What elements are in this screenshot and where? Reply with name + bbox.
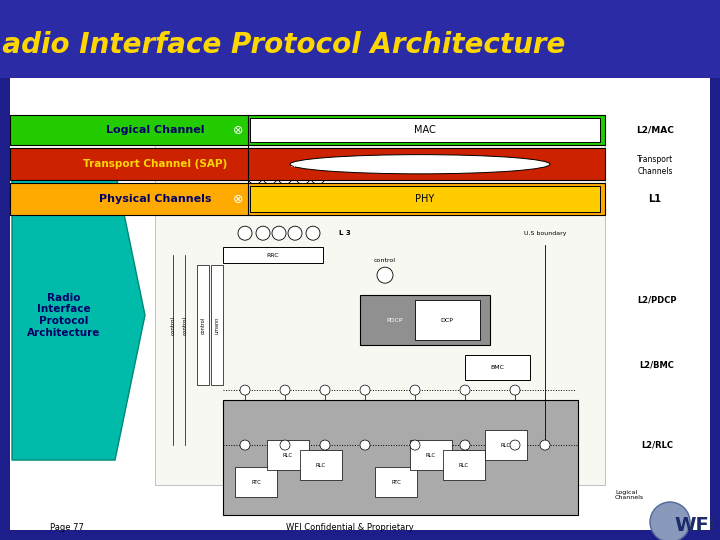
Text: control: control bbox=[374, 258, 396, 262]
Text: Physical Channels: Physical Channels bbox=[99, 194, 211, 204]
Bar bbox=[300, 450, 342, 480]
Bar bbox=[223, 400, 578, 515]
Circle shape bbox=[306, 226, 320, 240]
Text: RTC: RTC bbox=[251, 480, 261, 484]
Bar bbox=[360, 295, 490, 345]
Circle shape bbox=[280, 440, 290, 450]
Text: umann: umann bbox=[215, 316, 220, 334]
Circle shape bbox=[263, 170, 277, 184]
Bar bbox=[197, 265, 209, 385]
Bar bbox=[250, 118, 600, 142]
Circle shape bbox=[280, 385, 290, 395]
Circle shape bbox=[320, 385, 330, 395]
Circle shape bbox=[272, 226, 286, 240]
Circle shape bbox=[540, 440, 550, 450]
Circle shape bbox=[320, 440, 330, 450]
Text: BMC: BMC bbox=[490, 364, 504, 369]
Text: U plane information: U plane information bbox=[414, 159, 476, 164]
Text: Duplication avoidance: Duplication avoidance bbox=[315, 202, 385, 208]
Text: RLC: RLC bbox=[316, 463, 326, 468]
Text: L2/PDCP: L2/PDCP bbox=[637, 296, 677, 305]
Text: Transport Channel (SAP): Transport Channel (SAP) bbox=[83, 159, 227, 169]
Text: control: control bbox=[171, 316, 176, 335]
Text: RLC: RLC bbox=[426, 453, 436, 457]
Text: DCP: DCP bbox=[441, 318, 454, 322]
Text: Page 77: Page 77 bbox=[50, 523, 84, 532]
Circle shape bbox=[256, 226, 270, 240]
Text: control: control bbox=[182, 316, 187, 335]
Text: RTC: RTC bbox=[391, 480, 401, 484]
Circle shape bbox=[296, 170, 310, 184]
Text: ⊗: ⊗ bbox=[233, 193, 243, 206]
Text: L1: L1 bbox=[649, 194, 662, 204]
Text: WFI Confidential & Proprietary: WFI Confidential & Proprietary bbox=[286, 523, 414, 532]
Bar bbox=[10, 115, 605, 145]
Bar bbox=[10, 183, 605, 215]
Text: L2/RLC: L2/RLC bbox=[641, 441, 673, 450]
Text: WFI: WFI bbox=[674, 516, 716, 535]
Circle shape bbox=[360, 385, 370, 395]
Text: L 3: L 3 bbox=[339, 230, 351, 236]
Text: Transport: Transport bbox=[637, 155, 673, 164]
Text: PDCP: PDCP bbox=[387, 318, 403, 322]
Circle shape bbox=[410, 440, 420, 450]
Text: RLC: RLC bbox=[283, 453, 293, 457]
Text: Radio Interface Protocol Architecture: Radio Interface Protocol Architecture bbox=[0, 31, 566, 59]
Text: Logical
Channels: Logical Channels bbox=[615, 490, 644, 501]
Bar bbox=[250, 186, 600, 212]
Circle shape bbox=[360, 440, 370, 450]
Bar bbox=[267, 440, 309, 470]
Bar bbox=[223, 247, 323, 263]
Text: RRC: RRC bbox=[266, 253, 279, 258]
Circle shape bbox=[510, 440, 520, 450]
Bar bbox=[410, 440, 452, 470]
Text: ...: ... bbox=[289, 159, 300, 169]
Bar bbox=[415, 300, 480, 340]
Text: L2/BMC: L2/BMC bbox=[639, 361, 675, 369]
Text: U.S boundary: U.S boundary bbox=[523, 231, 566, 235]
Bar bbox=[215, 197, 485, 213]
Bar bbox=[465, 355, 530, 380]
Circle shape bbox=[278, 170, 292, 184]
Circle shape bbox=[377, 267, 393, 283]
Text: C-plane signalling: C-plane signalling bbox=[247, 159, 303, 164]
Circle shape bbox=[248, 170, 262, 184]
Bar bbox=[10, 148, 605, 180]
Text: RLC: RLC bbox=[501, 443, 511, 448]
Circle shape bbox=[460, 440, 470, 450]
Text: PHY: PHY bbox=[415, 194, 435, 204]
Bar bbox=[375, 467, 417, 497]
Text: Radio
Interface
Protocol
Architecture: Radio Interface Protocol Architecture bbox=[27, 293, 100, 338]
Text: control: control bbox=[200, 316, 205, 334]
Circle shape bbox=[288, 226, 302, 240]
Polygon shape bbox=[12, 170, 145, 460]
Circle shape bbox=[410, 385, 420, 395]
Circle shape bbox=[238, 226, 252, 240]
Bar bbox=[485, 430, 527, 460]
Text: Logical Channel: Logical Channel bbox=[106, 125, 204, 135]
Bar bbox=[155, 145, 605, 485]
Text: Channels: Channels bbox=[637, 167, 672, 176]
Bar bbox=[235, 467, 277, 497]
Text: RLC: RLC bbox=[459, 463, 469, 468]
Text: MAC: MAC bbox=[414, 125, 436, 135]
Circle shape bbox=[311, 170, 325, 184]
Bar bbox=[443, 450, 485, 480]
Circle shape bbox=[650, 502, 690, 540]
Ellipse shape bbox=[290, 154, 550, 174]
Text: ⊗: ⊗ bbox=[233, 124, 243, 137]
Circle shape bbox=[510, 385, 520, 395]
Circle shape bbox=[240, 440, 250, 450]
Circle shape bbox=[460, 385, 470, 395]
Text: L2/MAC: L2/MAC bbox=[636, 126, 674, 135]
Circle shape bbox=[240, 385, 250, 395]
Bar bbox=[211, 265, 223, 385]
